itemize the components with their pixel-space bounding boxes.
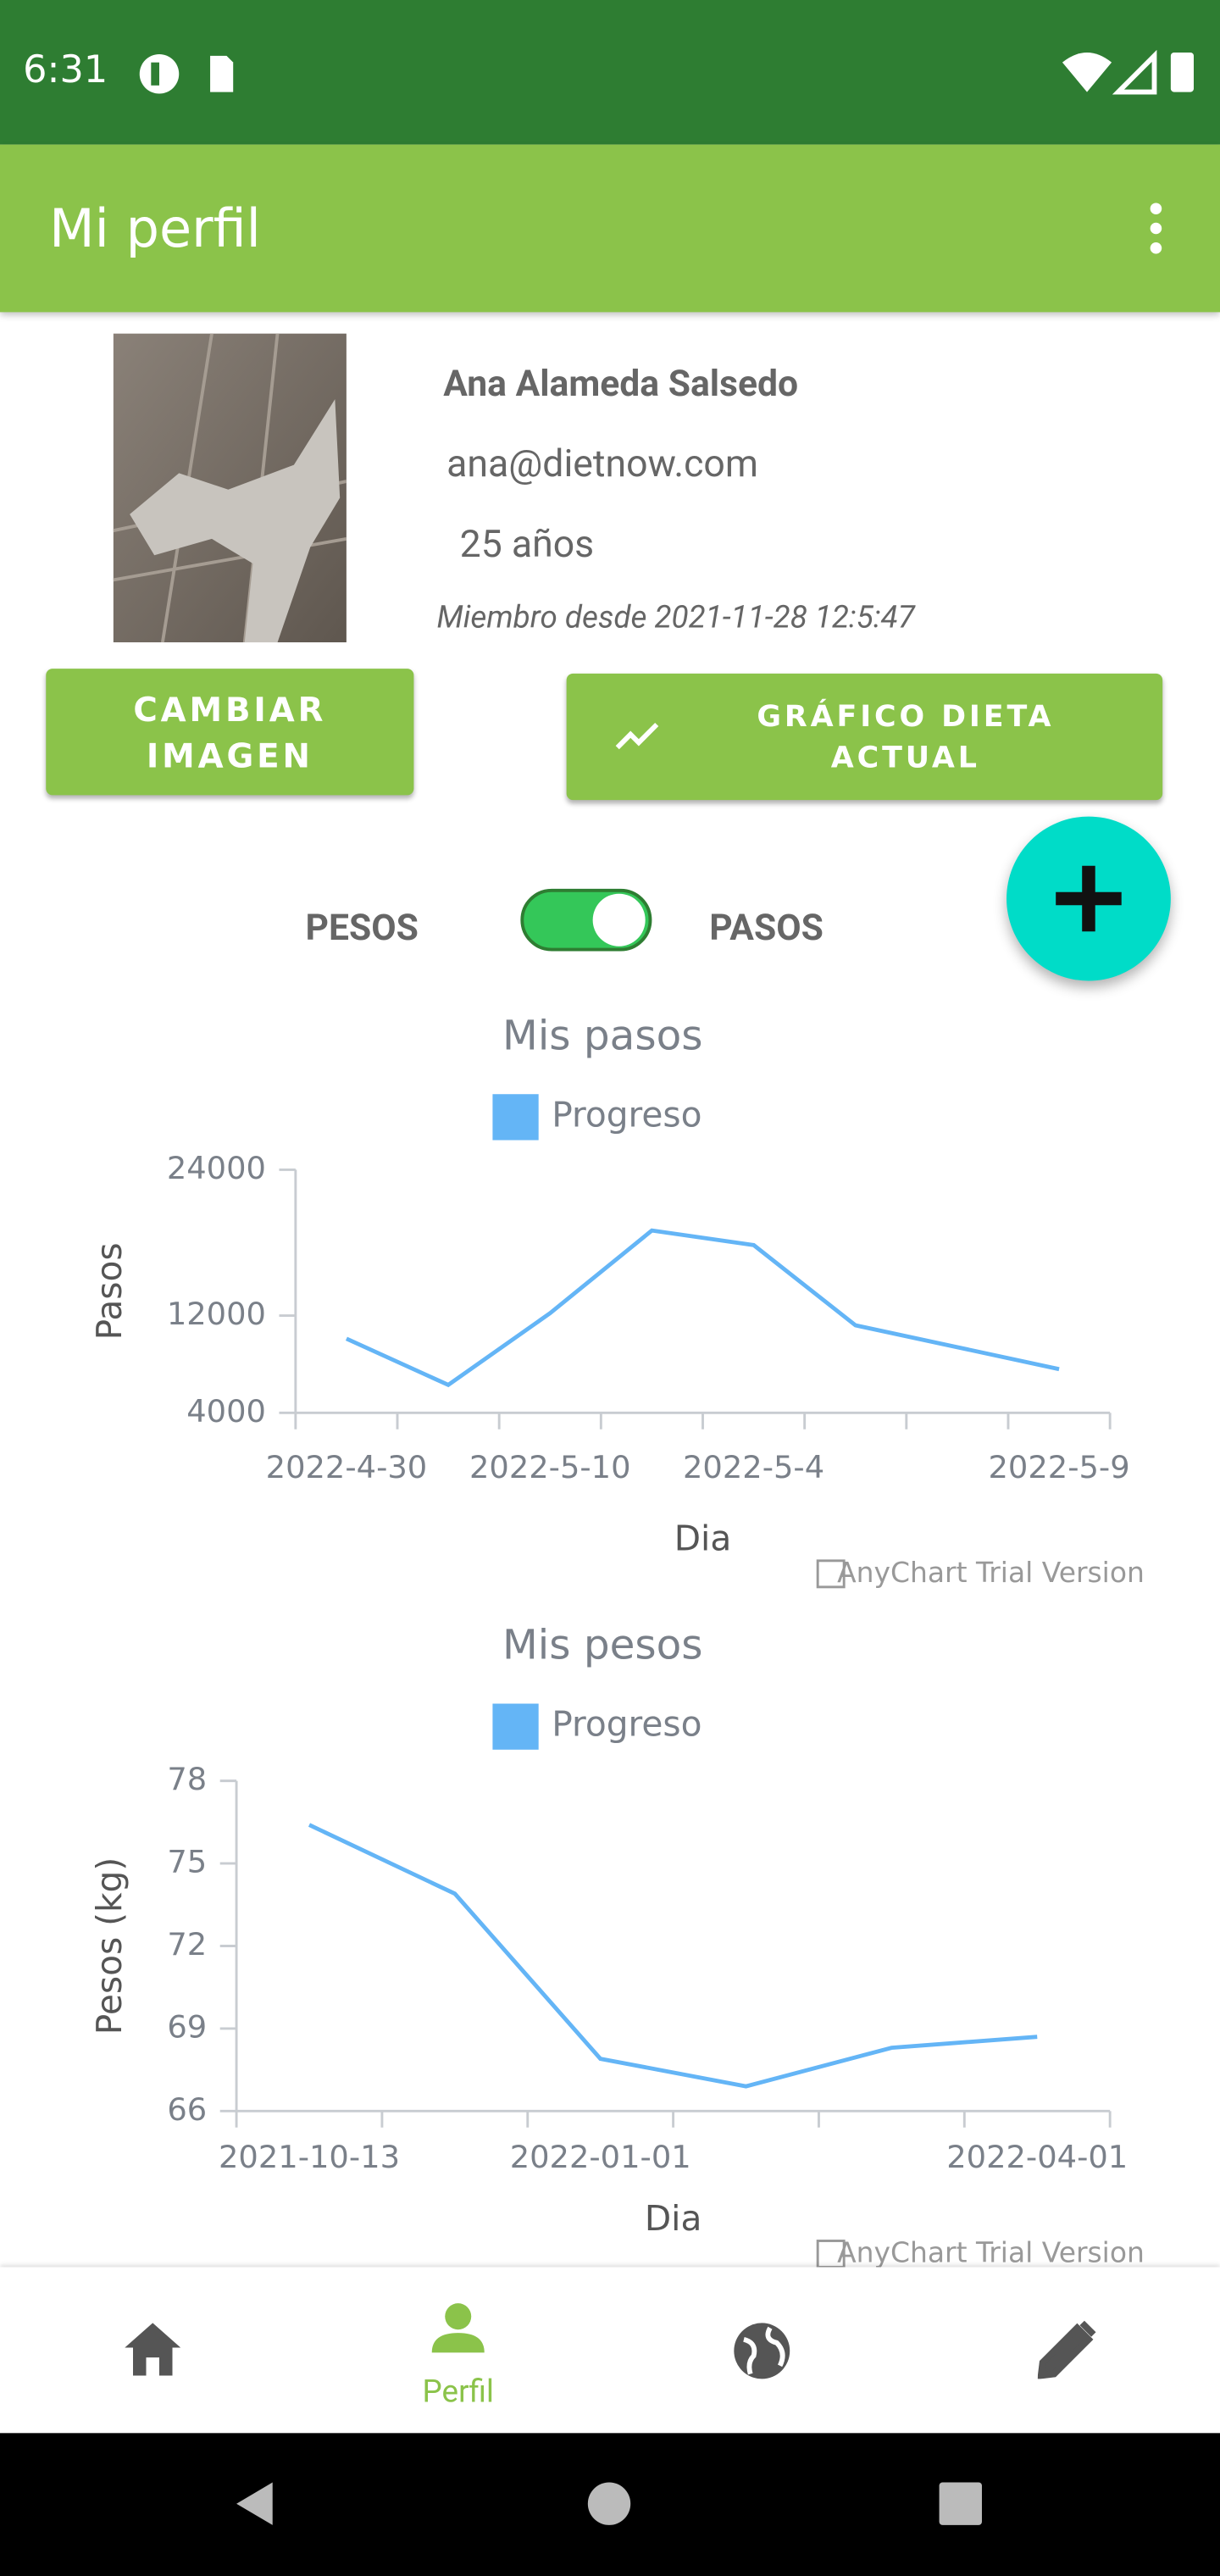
app-bar: Mi perfil [0,144,1220,313]
data-line [308,1823,1038,2089]
data-line [345,1228,1060,1388]
y-tick-label: 24000 [167,1150,266,1186]
toggle-right-label: PASOS [709,908,824,950]
globe-tab[interactable] [730,2320,793,2383]
edit-tab[interactable] [1037,2320,1097,2379]
change-image-button[interactable]: CAMBIAR IMAGEN [46,669,414,796]
x-axis-label: Dia [674,1518,732,1559]
chart-icon [615,722,659,750]
chart-title: Mis pesos [502,1622,703,1669]
y-tick-label: 78 [167,1761,207,1797]
watermark-icon [816,1559,846,1589]
y-tick-label: 72 [167,1926,207,1963]
toggle-left-label: PESOS [305,908,419,950]
legend-label: Progreso [552,1704,702,1745]
user-email: ana@dietnow.com [446,441,758,486]
y-axis-label: Pasos [89,1242,130,1340]
x-axis-label: Dia [645,2198,702,2239]
legend-swatch [492,1094,539,1141]
time: 6:31 [23,49,108,92]
x-tick-label: 2021-10-13 [219,2139,400,2175]
y-tick-label: 66 [167,2091,207,2128]
y-tick-label: 12000 [167,1296,266,1332]
y-tick-label: 69 [167,2008,207,2045]
member-since: Miembro desde 2021-11-28 12:5:47 [436,597,915,636]
x-tick-label: 2022-5-10 [469,1449,631,1485]
x-tick-label: 2022-04-01 [946,2139,1128,2175]
profile-photo [113,333,347,643]
y-tick-label: 75 [167,1844,207,1880]
y-axis-label: Pesos (kg) [89,1857,130,2035]
bottom-nav: Perfil [0,2267,1220,2434]
home-tab[interactable] [121,2320,184,2379]
watermark: AnyChart Trial Version [837,1556,1145,1589]
charts: Mis pasos Progreso 4000 12000 24000 2022-4-30… [89,1012,1145,2268]
status-bar: 6:31 [0,0,1220,145]
x-tick-label: 2022-5-4 [683,1449,824,1485]
x-tick-label: 2022-4-30 [266,1449,428,1485]
app-title: Mi perfil [49,197,261,260]
plus-icon [1056,865,1122,932]
user-age: 25 años [459,522,595,567]
watermark: AnyChart Trial Version [837,2236,1145,2268]
diet-chart-button[interactable]: GRÁFICO DIETA ACTUAL [566,673,1163,801]
legend-label: Progreso [552,1094,702,1135]
add-button[interactable] [1006,816,1171,981]
legend-swatch [492,1703,539,1750]
menu-button[interactable] [1141,201,1171,260]
profile-tab-label[interactable]: Perfil [422,2372,494,2411]
system-icons [1062,49,1194,95]
system-nav [0,2433,1220,2576]
system-nav-buttons[interactable] [0,2433,1220,2576]
watermark-icon [816,2240,846,2268]
x-tick-label: 2022-5-9 [988,1449,1129,1485]
status-icons [139,53,234,94]
y-tick-label: 4000 [186,1393,266,1430]
x-tick-label: 2022-01-01 [510,2139,691,2175]
profile-icon[interactable] [430,2300,486,2356]
toggle-switch[interactable] [518,884,653,956]
user-name: Ana Alameda Salsedo [443,364,799,406]
chart-title: Mis pasos [502,1012,702,1059]
